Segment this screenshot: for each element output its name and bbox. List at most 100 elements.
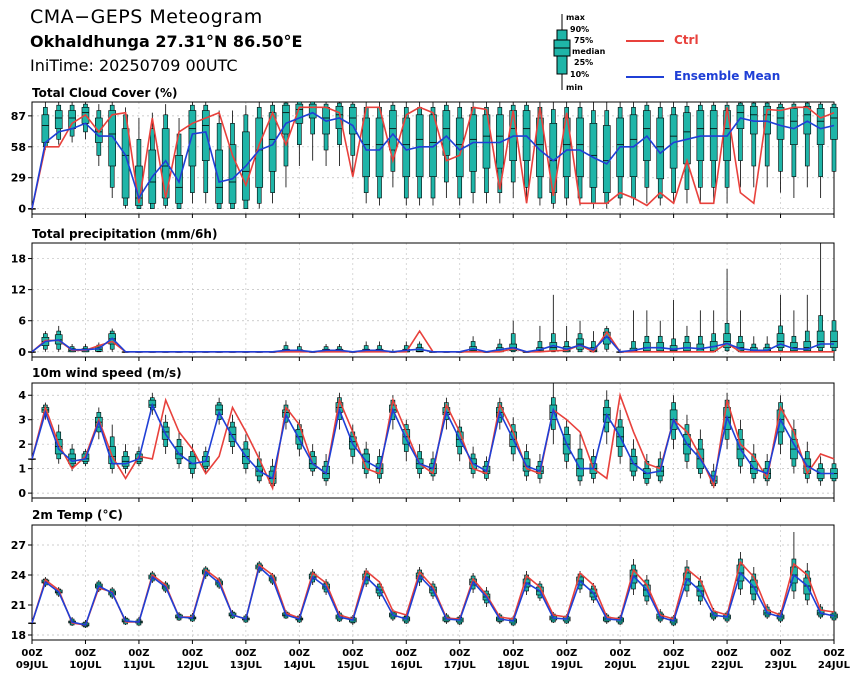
temp-ytick-label: 27 — [11, 539, 26, 552]
xtick-hour-label: 00Z — [21, 648, 42, 659]
precip-mean-line — [31, 335, 834, 353]
temp-ytick-label: 24 — [11, 569, 27, 582]
cloud-box-inner — [201, 110, 210, 161]
xtick-hour-label: 00Z — [235, 648, 256, 659]
precip-box-inner — [816, 330, 825, 348]
xtick-hour-label: 00Z — [770, 648, 791, 659]
cloud-box-inner — [576, 117, 584, 177]
xtick-hour-label: 00Z — [396, 648, 417, 659]
location-label: Okhaldhunga 27.31°N 86.50°E — [30, 32, 303, 51]
temp-ctrl-line — [31, 560, 835, 626]
wind-ytick-label: 3 — [18, 414, 26, 427]
cloud-box-inner — [763, 105, 771, 135]
cloud-box-outer — [751, 102, 757, 167]
cloud-ctrl-line — [31, 106, 835, 209]
cloud-ytick-label: 29 — [11, 172, 26, 185]
box-key: max 90% 75% median 25% 10% min — [552, 12, 622, 94]
panel-title-temp: 2m Temp (°C) — [32, 508, 123, 522]
cloud-box-inner — [830, 107, 838, 140]
box-key-median: median — [572, 47, 606, 56]
xtick-date-label: 09JUL — [16, 660, 49, 671]
cloud-box-inner — [402, 117, 411, 177]
xtick-hour-label: 00Z — [610, 648, 631, 659]
xtick-hour-label: 00Z — [503, 648, 524, 659]
temp-frame — [31, 524, 835, 641]
xtick-date-label: 13JUL — [230, 660, 263, 671]
precip-box-inner — [683, 342, 691, 352]
cloud-mean-line — [31, 111, 835, 209]
xtick-date-label: 16JUL — [390, 660, 423, 671]
precip-box-outer — [510, 333, 516, 353]
cloud-box-inner — [188, 110, 197, 167]
cloud-box-inner — [375, 117, 384, 177]
wind-ytick-label: 2 — [18, 438, 26, 451]
wind-ytick-label: 1 — [18, 463, 26, 476]
cloud-box-inner — [362, 117, 370, 177]
legend-ctrl-label: Ctrl — [674, 33, 699, 47]
cloud-box-inner — [228, 144, 237, 204]
precip-box-inner — [776, 333, 785, 348]
xtick-hour-label: 00Z — [128, 648, 149, 659]
box-key-min: min — [566, 83, 583, 92]
precip-ytick-label: 0 — [18, 346, 26, 359]
xtick-date-label: 11JUL — [123, 660, 156, 671]
panel-title-cloud: Total Cloud Cover (%) — [32, 86, 178, 100]
xtick-hour-label: 00Z — [342, 648, 363, 659]
precip-box-inner — [830, 330, 838, 348]
cloud-box-outer — [283, 102, 289, 167]
xtick-date-label: 18JUL — [497, 660, 530, 671]
legend-ctrl-swatch — [626, 40, 664, 42]
cloud-box-inner — [803, 105, 812, 135]
xtick-hour-label: 00Z — [75, 648, 96, 659]
precip-ytick-label: 6 — [18, 315, 26, 328]
cloud-box-inner — [776, 107, 785, 140]
cloud-box-inner — [602, 125, 611, 193]
temp-mean-line — [31, 565, 835, 626]
precip-ytick-label: 18 — [11, 253, 26, 266]
wind-ctrl-line — [31, 392, 835, 491]
cloud-box-inner — [41, 114, 50, 143]
cloud-box-inner — [736, 104, 745, 129]
legend-mean-label: Ensemble Mean — [674, 69, 781, 83]
xtick-date-label: 23JUL — [764, 660, 797, 671]
cloud-ytick-label: 0 — [18, 203, 26, 216]
xtick-date-label: 24JUL — [818, 660, 851, 671]
cloud-ytick-label: 87 — [11, 110, 26, 123]
chart-title: CMA−GEPS Meteogram — [30, 6, 263, 28]
temp-ytick-label: 21 — [11, 599, 26, 612]
cloud-box-inner — [121, 128, 130, 199]
box-key-p75: 75% — [574, 36, 594, 45]
cloud-box-inner — [108, 110, 116, 167]
cloud-box-inner — [95, 117, 103, 143]
cloud-box-outer — [764, 102, 770, 167]
xtick-hour-label: 00Z — [663, 648, 684, 659]
cloud-box-inner — [442, 110, 451, 156]
box-key-max: max — [566, 13, 585, 22]
xtick-date-label: 21JUL — [658, 660, 691, 671]
precip-ytick-label: 12 — [11, 284, 26, 297]
xtick-date-label: 17JUL — [444, 660, 477, 671]
precip-box-inner — [643, 342, 651, 352]
cloud-ytick-label: 58 — [11, 141, 26, 154]
panel-title-wind: 10m wind speed (m/s) — [32, 366, 182, 380]
wind-mean-line — [31, 402, 834, 484]
box-key-p25: 25% — [574, 58, 594, 67]
xtick-hour-label: 00Z — [289, 648, 310, 659]
xtick-date-label: 14JUL — [283, 660, 316, 671]
cloud-box-inner — [656, 117, 665, 180]
cloud-box-inner — [629, 114, 638, 177]
init-time-label: IniTime: 20250709 00UTC — [30, 56, 238, 75]
xtick-hour-label: 00Z — [716, 648, 737, 659]
legend-mean-swatch — [626, 76, 664, 78]
xtick-date-label: 20JUL — [604, 660, 637, 671]
cloud-box-outer — [738, 102, 743, 161]
cloud-box-inner — [348, 107, 357, 135]
xtick-date-label: 15JUL — [337, 660, 370, 671]
cloud-box-inner — [415, 114, 424, 177]
precip-box-inner — [723, 333, 731, 348]
temp-ytick-label: 18 — [11, 629, 26, 642]
cloud-box-inner — [215, 149, 223, 204]
cloud-box-inner — [295, 103, 304, 124]
xtick-date-label: 19JUL — [551, 660, 584, 671]
